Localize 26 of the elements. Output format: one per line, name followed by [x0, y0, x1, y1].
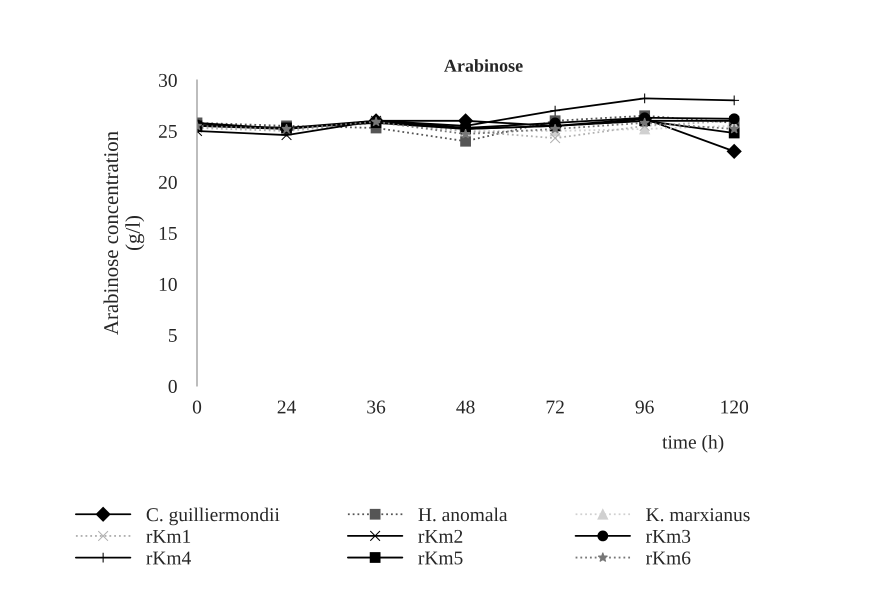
legend-label: C. guilliermondii [146, 508, 280, 526]
x-tick-label: 120 [721, 400, 748, 414]
y-tick-label: 0 [168, 380, 177, 393]
x-tick-label: 24 [278, 400, 296, 414]
legend-label: rKm6 [646, 551, 690, 565]
y-tick-label: 5 [168, 329, 177, 342]
y-tick-label: 10 [160, 278, 177, 291]
y-tick-label: 15 [160, 226, 177, 240]
legend-label: rKm4 [146, 552, 191, 564]
x-axis-title: time (h) [662, 434, 724, 453]
x-tick-label: 0 [192, 400, 202, 414]
x-tick-label: 36 [367, 400, 386, 414]
y-tick-label: 25 [158, 124, 177, 138]
legend-label: rKm5 [418, 552, 463, 565]
chart-title: Arabinose [444, 59, 523, 72]
x-tick-label: 96 [636, 400, 654, 414]
x-tick-label: 48 [456, 400, 475, 414]
legend-label: rKm2 [418, 530, 462, 543]
y-axis-title: Arabinose concentration (g/l) [103, 131, 144, 335]
legend-label: K. marxianus [646, 508, 750, 522]
legend-label: rKm1 [146, 530, 190, 543]
x-tick-label: 72 [546, 400, 564, 414]
y-tick-label: 20 [158, 176, 177, 189]
y-tick-label: 30 [159, 74, 177, 87]
legend-label: H. anomala [418, 508, 508, 522]
legend-label: rKm3 [646, 530, 690, 543]
